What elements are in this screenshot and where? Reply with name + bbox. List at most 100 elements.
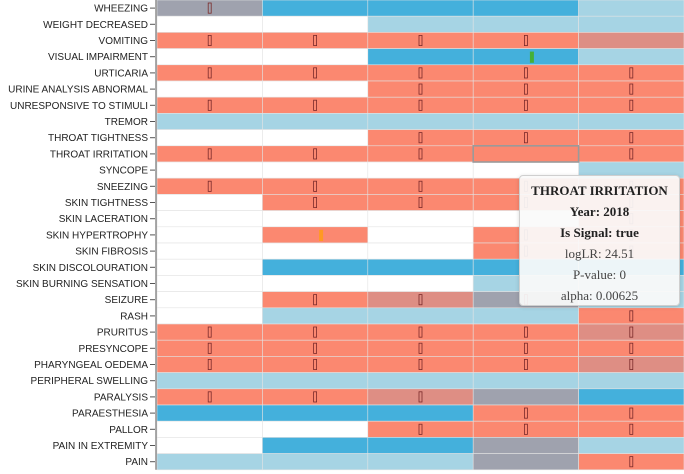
heatmap-cell: [262, 307, 369, 325]
heatmap-cell: [367, 226, 474, 244]
heatmap-cell: [472, 404, 579, 422]
heatmap-cell: [262, 388, 369, 406]
heatmap-cell: [156, 420, 263, 438]
heatmap-cell: [578, 96, 684, 114]
heatmap-cell: [578, 437, 684, 454]
heatmap-cell: [367, 372, 474, 390]
heatmap-cell: [156, 404, 263, 422]
heatmap-cell: [578, 404, 684, 422]
heatmap-cell: [367, 145, 474, 163]
heatmap-cell: [262, 356, 369, 373]
heatmap-cell: [262, 32, 369, 49]
heatmap-cell: [367, 129, 474, 147]
y-tick-label: SNEEZING: [97, 182, 148, 193]
heatmap-cell: [367, 80, 474, 98]
heatmap-cell: [367, 210, 474, 228]
y-tick-label: SEIZURE: [105, 295, 149, 306]
signal-mark: [313, 148, 318, 160]
heatmap-cell: [367, 275, 474, 292]
heatmap-cell: [262, 420, 369, 438]
heatmap-cell: [578, 32, 684, 49]
heatmap-cell: [156, 339, 263, 357]
y-tick-label: WEIGHT DECREASED: [43, 20, 148, 31]
heatmap-cell: [262, 194, 369, 211]
signal-mark: [629, 83, 634, 95]
signal-mark: [524, 326, 528, 338]
heatmap-cell: [367, 437, 474, 454]
heatmap-cell: [367, 15, 474, 33]
heatmap-cell: [156, 48, 263, 66]
heatmap-cell: [578, 129, 684, 147]
heatmap-cell: [367, 356, 474, 373]
heatmap-cell: [262, 80, 369, 98]
heatmap-cell: [578, 80, 684, 98]
y-tick-label: SKIN FIBROSIS: [75, 247, 148, 258]
heatmap-cell: [262, 48, 369, 66]
heatmap-cell: [156, 453, 263, 471]
signal-mark: [207, 180, 212, 192]
heatmap-cell: [262, 210, 369, 228]
heatmap-cell: [578, 15, 684, 33]
heatmap-cell: [156, 113, 263, 130]
y-tick-label: RASH: [120, 311, 148, 322]
signal-mark: [207, 358, 212, 370]
heatmap-cell: [472, 356, 579, 373]
signal-mark: [418, 196, 423, 208]
heatmap-cell: [156, 372, 263, 390]
heatmap-cell: [578, 48, 684, 66]
signal-mark: [418, 35, 423, 47]
heatmap-cell: [156, 388, 263, 406]
heatmap-cell: [472, 323, 579, 341]
heatmap-cell: [367, 242, 474, 260]
heatmap-cell: [578, 420, 684, 438]
heatmap-cell: [156, 80, 263, 98]
y-tick-label: SKIN LACERATION: [59, 214, 148, 225]
signal-mark: [418, 67, 423, 79]
signal-mark: [524, 407, 528, 419]
heatmap-cell: [156, 242, 263, 260]
heatmap-cell: [367, 113, 474, 130]
y-tick-label: PAIN IN EXTREMITY: [53, 441, 149, 452]
heatmap-cell: [578, 323, 684, 341]
heatmap-cell: [578, 388, 684, 406]
tooltip-loglr: logLR: 24.51: [564, 246, 635, 261]
heatmap-cell: [472, 32, 579, 49]
signal-mark: [629, 310, 634, 322]
heatmap-cell: [156, 32, 263, 49]
y-tick-label: SKIN DISCOLOURATION: [33, 263, 148, 274]
heatmap-cell: [262, 437, 369, 454]
signal-mark: [418, 180, 423, 192]
signal-mark: [524, 35, 528, 47]
signal-mark: [629, 342, 634, 354]
heatmap-cell: [367, 339, 474, 357]
signal-mark: [418, 391, 423, 403]
y-tick-label: VOMITING: [99, 36, 149, 47]
tooltip-signal: Is Signal: true: [560, 225, 639, 240]
signal-mark: [313, 99, 318, 111]
signal-mark: [524, 83, 528, 95]
heatmap-cell: [578, 339, 684, 357]
heatmap-cell: [262, 0, 369, 17]
heatmap-cell: [472, 80, 579, 98]
y-tick-label: VISUAL IMPAIRMENT: [48, 52, 148, 63]
y-tick-label: THROAT IRRITATION: [50, 149, 148, 160]
heatmap-cell: [367, 258, 474, 276]
heatmap-cell: [472, 145, 579, 163]
heatmap-cell: [262, 372, 369, 390]
heatmap-cell: [472, 64, 579, 82]
heatmap-cell: [367, 404, 474, 422]
heatmap-cell: [156, 64, 263, 82]
heatmap-cell: [578, 356, 684, 373]
heatmap-cell: [262, 145, 369, 163]
heatmap-cell: [156, 15, 263, 33]
heatmap-cell: [262, 323, 369, 341]
y-tick-label: UNRESPONSIVE TO STIMULI: [10, 101, 148, 112]
heatmap-cell: [156, 356, 263, 373]
signal-mark: [629, 67, 634, 79]
y-tick-label: PRESYNCOPE: [79, 344, 149, 355]
heatmap-cell: [367, 48, 474, 66]
signal-mark: [629, 326, 634, 338]
signal-mark: [207, 35, 212, 47]
heatmap-cell: [578, 372, 684, 390]
